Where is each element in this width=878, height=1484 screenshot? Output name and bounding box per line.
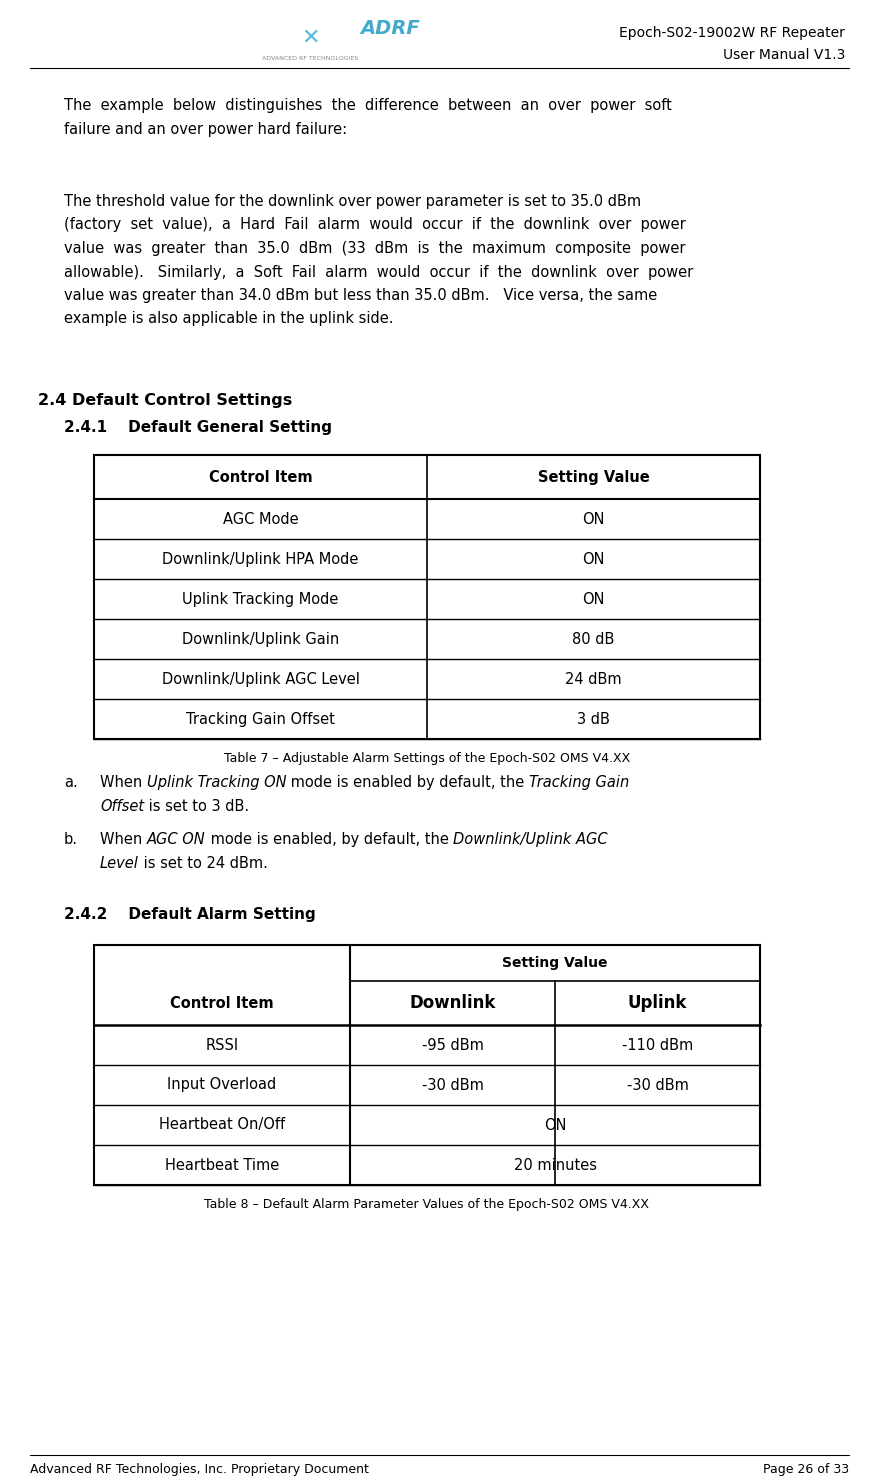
Text: Advanced RF Technologies, Inc. Proprietary Document: Advanced RF Technologies, Inc. Proprieta…: [30, 1463, 369, 1477]
Text: Downlink/Uplink AGC: Downlink/Uplink AGC: [453, 833, 607, 847]
Text: 24 dBm: 24 dBm: [565, 671, 621, 687]
Text: a.: a.: [64, 775, 77, 789]
Text: Control Item: Control Item: [170, 996, 274, 1011]
Text: -95 dBm: -95 dBm: [421, 1037, 483, 1052]
Text: 2.4.2    Default Alarm Setting: 2.4.2 Default Alarm Setting: [64, 907, 315, 922]
Text: Setting Value: Setting Value: [537, 469, 649, 484]
Text: ADVANCED RF TECHNOLOGIES: ADVANCED RF TECHNOLOGIES: [262, 55, 357, 61]
Text: The  example  below  distinguishes  the  difference  between  an  over  power  s: The example below distinguishes the diff…: [64, 98, 671, 113]
Bar: [94, 456, 759, 739]
Text: AGC Mode: AGC Mode: [222, 512, 298, 527]
Text: -30 dBm: -30 dBm: [626, 1077, 687, 1092]
Text: Table 8 – Default Alarm Parameter Values of the Epoch-S02 OMS V4.XX: Table 8 – Default Alarm Parameter Values…: [205, 1198, 649, 1211]
Text: When: When: [100, 833, 147, 847]
Text: Uplink Tracking ON: Uplink Tracking ON: [147, 775, 286, 789]
Text: Control Item: Control Item: [208, 469, 312, 484]
Text: User Manual V1.3: User Manual V1.3: [722, 47, 844, 62]
Text: Level: Level: [100, 855, 139, 871]
Text: Input Overload: Input Overload: [167, 1077, 277, 1092]
Text: failure and an over power hard failure:: failure and an over power hard failure:: [64, 122, 347, 137]
Text: Page 26 of 33: Page 26 of 33: [762, 1463, 848, 1477]
Text: 2.4.1    Default General Setting: 2.4.1 Default General Setting: [64, 420, 332, 435]
Text: ON: ON: [581, 592, 604, 607]
Text: Setting Value: Setting Value: [501, 956, 607, 971]
Text: Downlink: Downlink: [409, 994, 495, 1012]
Text: mode is enabled by default, the: mode is enabled by default, the: [286, 775, 529, 789]
Text: Offset: Offset: [100, 798, 144, 813]
Text: Tracking Gain Offset: Tracking Gain Offset: [186, 711, 335, 727]
Text: ON: ON: [543, 1117, 565, 1132]
Text: RSSI: RSSI: [205, 1037, 238, 1052]
Text: Table 7 – Adjustable Alarm Settings of the Epoch-S02 OMS V4.XX: Table 7 – Adjustable Alarm Settings of t…: [224, 752, 630, 764]
Text: allowable).   Similarly,  a  Soft  Fail  alarm  would  occur  if  the  downlink : allowable). Similarly, a Soft Fail alarm…: [64, 264, 693, 279]
Text: value was greater than 34.0 dBm but less than 35.0 dBm.   Vice versa, the same: value was greater than 34.0 dBm but less…: [64, 288, 657, 303]
Text: The threshold value for the downlink over power parameter is set to 35.0 dBm: The threshold value for the downlink ove…: [64, 194, 640, 209]
Text: -110 dBm: -110 dBm: [621, 1037, 693, 1052]
Text: is set to 3 dB.: is set to 3 dB.: [144, 798, 249, 813]
Text: (factory  set  value),  a  Hard  Fail  alarm  would  occur  if  the  downlink  o: (factory set value), a Hard Fail alarm w…: [64, 218, 685, 233]
Text: b.: b.: [64, 833, 78, 847]
Text: Downlink/Uplink Gain: Downlink/Uplink Gain: [182, 632, 339, 647]
Text: Heartbeat On/Off: Heartbeat On/Off: [159, 1117, 284, 1132]
Text: is set to 24 dBm.: is set to 24 dBm.: [139, 855, 268, 871]
Text: 20 minutes: 20 minutes: [513, 1158, 596, 1172]
Text: -30 dBm: -30 dBm: [421, 1077, 483, 1092]
Text: Downlink/Uplink HPA Mode: Downlink/Uplink HPA Mode: [162, 552, 358, 567]
Text: ON: ON: [581, 552, 604, 567]
Text: Downlink/Uplink AGC Level: Downlink/Uplink AGC Level: [162, 671, 359, 687]
Text: 80 dB: 80 dB: [572, 632, 614, 647]
Text: example is also applicable in the uplink side.: example is also applicable in the uplink…: [64, 312, 393, 326]
Text: ADRF: ADRF: [360, 18, 420, 37]
Text: Epoch-S02-19002W RF Repeater: Epoch-S02-19002W RF Repeater: [618, 27, 844, 40]
Text: Uplink Tracking Mode: Uplink Tracking Mode: [182, 592, 338, 607]
Text: value  was  greater  than  35.0  dBm  (33  dBm  is  the  maximum  composite  pow: value was greater than 35.0 dBm (33 dBm …: [64, 240, 685, 257]
Text: ✕: ✕: [300, 28, 319, 47]
Text: ON: ON: [581, 512, 604, 527]
Text: 3 dB: 3 dB: [576, 711, 609, 727]
Text: Uplink: Uplink: [627, 994, 687, 1012]
Text: mode is enabled, by default, the: mode is enabled, by default, the: [205, 833, 453, 847]
Bar: [94, 945, 759, 1186]
Text: Heartbeat Time: Heartbeat Time: [165, 1158, 279, 1172]
Text: 2.4 Default Control Settings: 2.4 Default Control Settings: [38, 393, 291, 408]
Text: AGC ON: AGC ON: [147, 833, 205, 847]
Text: When: When: [100, 775, 147, 789]
Text: Tracking Gain: Tracking Gain: [529, 775, 629, 789]
